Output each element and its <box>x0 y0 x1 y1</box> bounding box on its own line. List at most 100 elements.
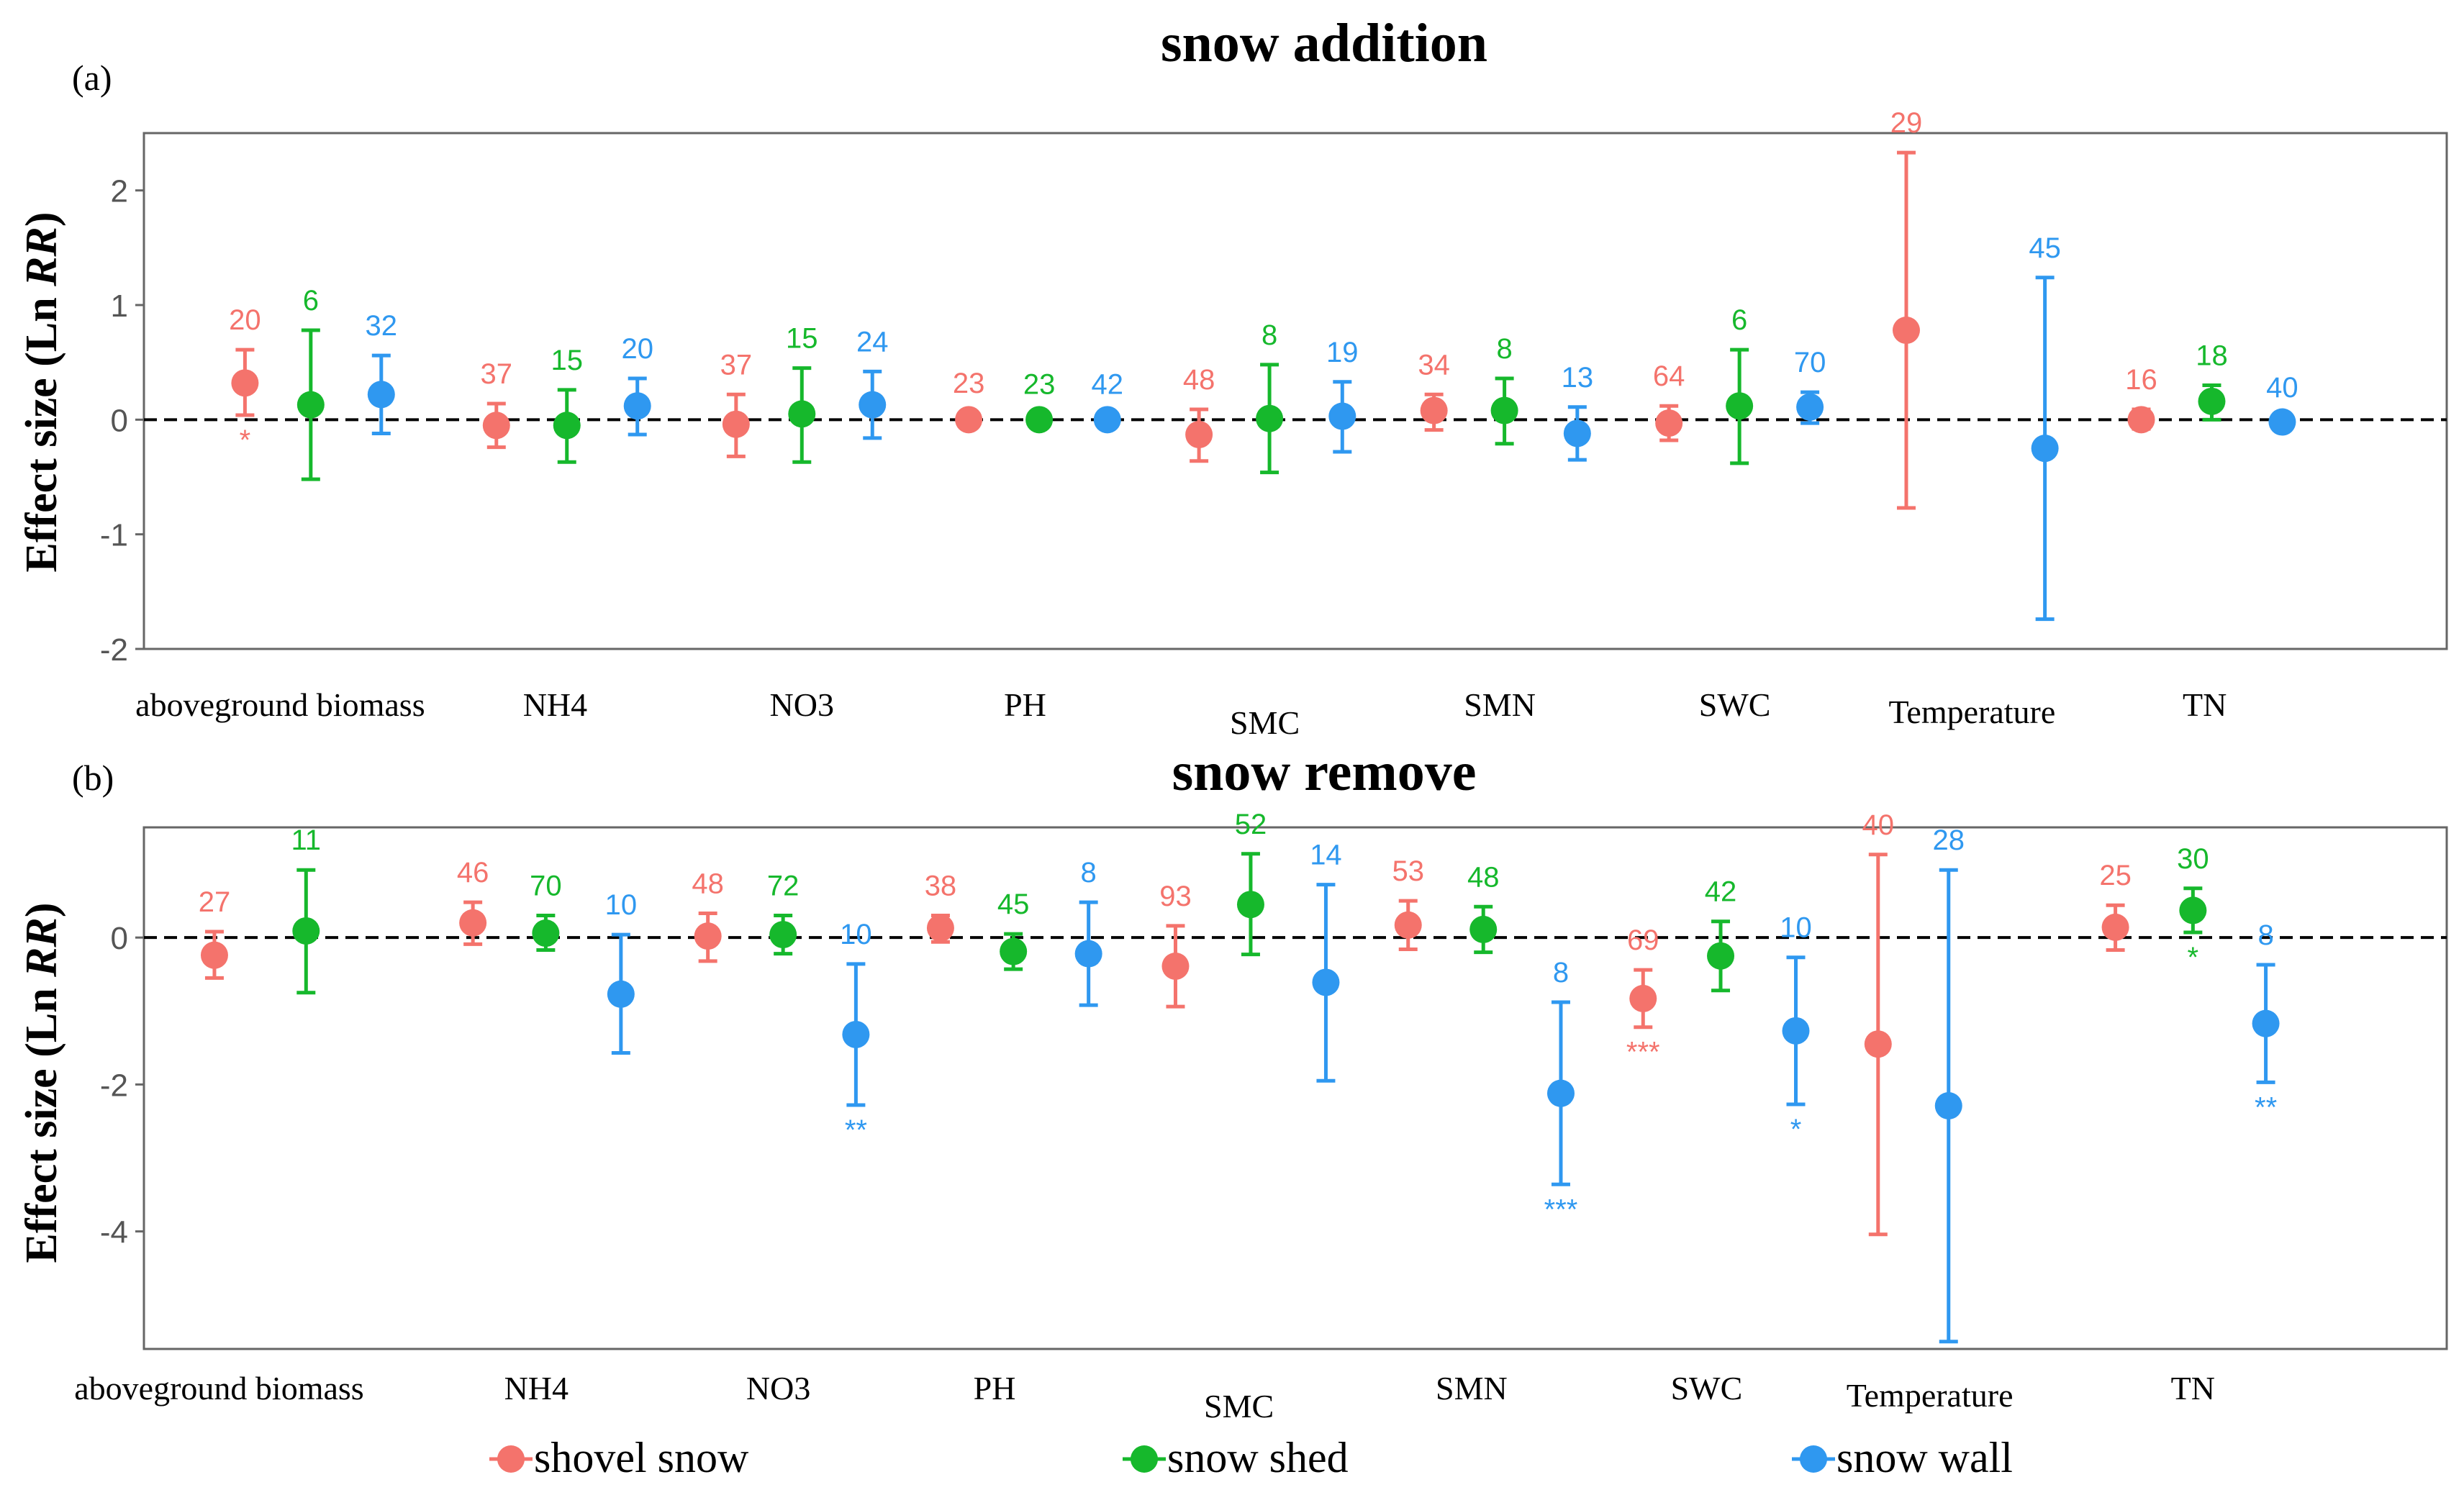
sample-size-label: 13 <box>1562 362 1594 394</box>
y-tick-label: 2 <box>111 174 128 209</box>
x-category-label: TN <box>2171 1370 2215 1407</box>
y-tick-label: -4 <box>100 1215 128 1250</box>
x-category-label: SMC <box>1230 704 1300 741</box>
data-point <box>200 941 228 969</box>
sample-size-label: 8 <box>2257 919 2273 951</box>
sample-size-label: 24 <box>856 326 889 358</box>
data-point <box>1782 1017 1810 1045</box>
sample-size-label: 48 <box>692 868 724 899</box>
series-shovel: 20 * 37 37 23 48 34 64 29 16 <box>229 107 2157 510</box>
data-point <box>788 400 816 428</box>
data-point <box>694 922 722 950</box>
data-point <box>769 921 797 949</box>
y-axis-label-part: Effect size (Ln <box>17 286 66 573</box>
x-category-label: Temperature <box>1889 694 2056 730</box>
panel-label: (a) <box>72 58 112 98</box>
data-point <box>2101 913 2129 941</box>
x-category-label: PH <box>974 1370 1016 1407</box>
data-point <box>1074 940 1102 968</box>
panel-a: snow addition (a) -2 -1 0 1 2 Effect size (Ln R… <box>17 13 2448 741</box>
series-wall: 10 10 ** 8 14 8 *** 10 * 28 8 ** <box>605 824 2280 1344</box>
sample-size-label: 46 <box>457 857 489 889</box>
legend-label: snow shed <box>1167 1434 1349 1481</box>
data-point <box>1707 942 1735 970</box>
data-point <box>1312 968 1340 996</box>
sample-size-label: 40 <box>2266 372 2298 404</box>
x-category-label: NO3 <box>746 1370 810 1407</box>
sample-size-label: 10 <box>605 889 638 921</box>
data-point <box>553 412 581 440</box>
legend-label: shovel snow <box>534 1434 749 1481</box>
data-point <box>2252 1009 2280 1037</box>
legend-marker <box>1131 1445 1158 1473</box>
significance-label: * <box>1790 1114 1802 1145</box>
sample-size-label: 37 <box>720 349 753 381</box>
sample-size-label: 52 <box>1235 809 1267 840</box>
significance-label: * <box>2188 942 2199 973</box>
x-category-label: Temperature <box>1847 1377 2014 1414</box>
data-point <box>2198 387 2226 415</box>
sample-size-label: 19 <box>1326 337 1359 368</box>
data-point <box>1161 952 1190 980</box>
data-point <box>459 909 487 937</box>
sample-size-label: 42 <box>1705 876 1737 908</box>
data-point <box>623 392 651 420</box>
panel-label: (b) <box>72 758 114 798</box>
y-axis-label: Effect size (Ln RR) <box>17 212 66 572</box>
x-category-label: SMC <box>1204 1388 1274 1424</box>
y-axis-label-part: RR <box>17 917 66 978</box>
sample-size-label: 10 <box>1780 912 1812 944</box>
sample-size-label: 45 <box>997 889 1030 920</box>
sample-size-label: 23 <box>1023 368 1056 400</box>
legend-marker <box>497 1445 525 1473</box>
sample-size-label: 30 <box>2177 843 2209 875</box>
data-point <box>1934 1092 1962 1120</box>
chart-title: snow addition <box>1161 13 1487 73</box>
data-point <box>2268 408 2296 436</box>
sample-size-label: 53 <box>1392 855 1424 887</box>
chart-title: snow remove <box>1172 742 1477 802</box>
data-point <box>1469 915 1498 943</box>
y-tick-label: -1 <box>100 518 128 553</box>
data-point <box>1420 396 1448 424</box>
sample-size-label: 8 <box>1262 319 1277 351</box>
data-point <box>859 391 887 419</box>
y-tick-label: 1 <box>111 288 128 324</box>
data-point <box>1892 317 1920 345</box>
x-category-label: SWC <box>1699 686 1771 723</box>
x-category-label: SWC <box>1671 1370 1743 1407</box>
data-point <box>2127 406 2155 434</box>
series-shed: 11 70 72 45 52 48 42 30 * <box>291 809 2209 995</box>
sample-size-label: 15 <box>786 323 818 355</box>
data-point <box>607 980 635 1008</box>
series-wall: 32 20 24 42 19 13 70 45 40 <box>366 232 2298 622</box>
significance-label: ** <box>2255 1091 2277 1123</box>
sample-size-label: 8 <box>1496 333 1512 365</box>
sample-size-label: 34 <box>1418 349 1450 381</box>
x-category-label: NH4 <box>523 686 587 723</box>
x-category-label: TN <box>2183 686 2227 723</box>
y-tick-label: -2 <box>100 1068 128 1103</box>
plot-frame <box>142 132 2448 650</box>
sample-size-label: 32 <box>366 310 398 342</box>
data-point <box>367 381 395 409</box>
data-point <box>722 410 750 438</box>
x-category-label: aboveground biomass <box>74 1370 363 1407</box>
x-category-label: PH <box>1004 686 1046 723</box>
sample-size-label: 28 <box>1933 824 1965 856</box>
sample-size-label: 18 <box>2196 340 2228 372</box>
data-point <box>231 369 259 397</box>
y-tick-label: 0 <box>111 921 128 956</box>
sample-size-label: 40 <box>1862 809 1895 841</box>
sample-size-label: 6 <box>1731 304 1747 336</box>
sample-size-label: 25 <box>2099 860 2132 891</box>
data-point <box>1093 406 1121 434</box>
sample-size-label: 64 <box>1653 360 1685 392</box>
data-point <box>1563 419 1591 447</box>
sample-size-label: 48 <box>1467 861 1500 893</box>
sample-size-label: 42 <box>1092 368 1124 400</box>
panel-b: snow remove (b) -4 -2 0 Effect size (Ln RR) ab… <box>17 742 2448 1424</box>
data-point <box>1796 393 1824 421</box>
